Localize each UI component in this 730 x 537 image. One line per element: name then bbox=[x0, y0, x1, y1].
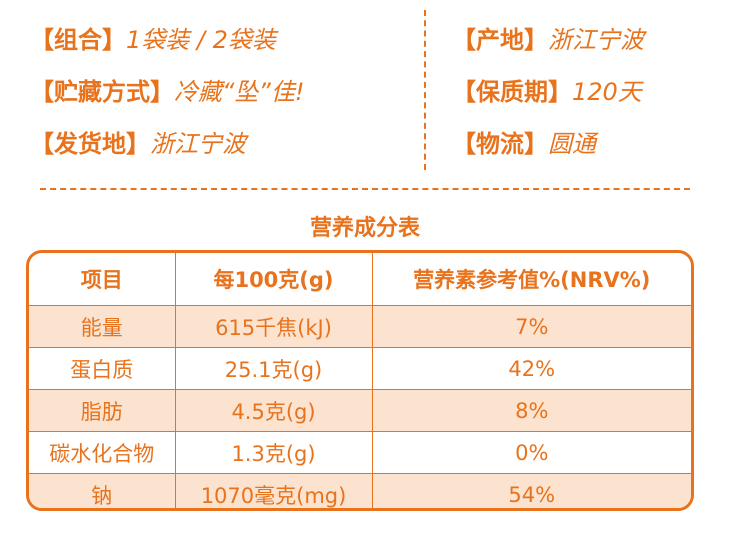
info-value: 1袋装 / 2袋装 bbox=[126, 26, 276, 54]
info-label: 【产地】 bbox=[452, 26, 548, 54]
table-header-row: 项目 每100克(g) 营养素参考值%(NRV%) bbox=[29, 253, 691, 306]
column-header-item: 项目 bbox=[29, 253, 176, 306]
table-row: 碳水化合物 1.3克(g) 0% bbox=[29, 431, 691, 474]
nutrition-table: 项目 每100克(g) 营养素参考值%(NRV%) 能量 615千焦(kJ) 7… bbox=[26, 250, 694, 511]
info-label: 【保质期】 bbox=[452, 78, 572, 106]
info-value: 冷藏“坠”佳! bbox=[174, 78, 305, 106]
table-row: 能量 615千焦(kJ) 7% bbox=[29, 305, 691, 348]
product-info-left: 【组合】1袋装 / 2袋装 【贮藏方式】冷藏“坠”佳! 【发货地】浙江宁波 bbox=[30, 14, 305, 170]
info-value: 浙江宁波 bbox=[548, 26, 644, 54]
horizontal-divider bbox=[40, 188, 690, 190]
info-label: 【贮藏方式】 bbox=[30, 78, 174, 106]
table-cell: 54% bbox=[371, 473, 691, 508]
table-cell: 42% bbox=[371, 347, 691, 390]
info-row-combination: 【组合】1袋装 / 2袋装 bbox=[30, 14, 305, 66]
column-header-nrv: 营养素参考值%(NRV%) bbox=[371, 253, 691, 306]
info-label: 【物流】 bbox=[452, 130, 548, 158]
table-cell: 4.5克(g) bbox=[174, 389, 373, 432]
table-row: 钠 1070毫克(mg) 54% bbox=[29, 473, 691, 508]
info-label: 【组合】 bbox=[30, 26, 126, 54]
vertical-divider bbox=[424, 10, 426, 170]
table-cell: 蛋白质 bbox=[29, 347, 176, 390]
table-cell: 0% bbox=[371, 431, 691, 474]
info-row-origin: 【产地】浙江宁波 bbox=[452, 14, 644, 66]
info-label: 【发货地】 bbox=[30, 130, 150, 158]
table-cell: 1070毫克(mg) bbox=[174, 473, 373, 508]
product-info-right: 【产地】浙江宁波 【保质期】120天 【物流】圆通 bbox=[452, 14, 644, 170]
table-cell: 能量 bbox=[29, 305, 176, 348]
info-row-ship-from: 【发货地】浙江宁波 bbox=[30, 118, 305, 170]
table-cell: 615千焦(kJ) bbox=[174, 305, 373, 348]
table-cell: 钠 bbox=[29, 473, 176, 508]
table-cell: 1.3克(g) bbox=[174, 431, 373, 474]
info-row-logistics: 【物流】圆通 bbox=[452, 118, 644, 170]
info-value: 120天 bbox=[572, 78, 642, 106]
table-row: 脂肪 4.5克(g) 8% bbox=[29, 389, 691, 432]
info-row-shelf-life: 【保质期】120天 bbox=[452, 66, 644, 118]
nutrition-table-title: 营养成分表 bbox=[309, 216, 420, 241]
table-row: 蛋白质 25.1克(g) 42% bbox=[29, 347, 691, 390]
table-cell: 碳水化合物 bbox=[29, 431, 176, 474]
table-cell: 脂肪 bbox=[29, 389, 176, 432]
table-cell: 7% bbox=[371, 305, 691, 348]
info-row-storage: 【贮藏方式】冷藏“坠”佳! bbox=[30, 66, 305, 118]
column-header-per-100g: 每100克(g) bbox=[174, 253, 373, 306]
info-value: 圆通 bbox=[548, 130, 596, 158]
table-cell: 8% bbox=[371, 389, 691, 432]
info-value: 浙江宁波 bbox=[150, 130, 246, 158]
table-cell: 25.1克(g) bbox=[174, 347, 373, 390]
